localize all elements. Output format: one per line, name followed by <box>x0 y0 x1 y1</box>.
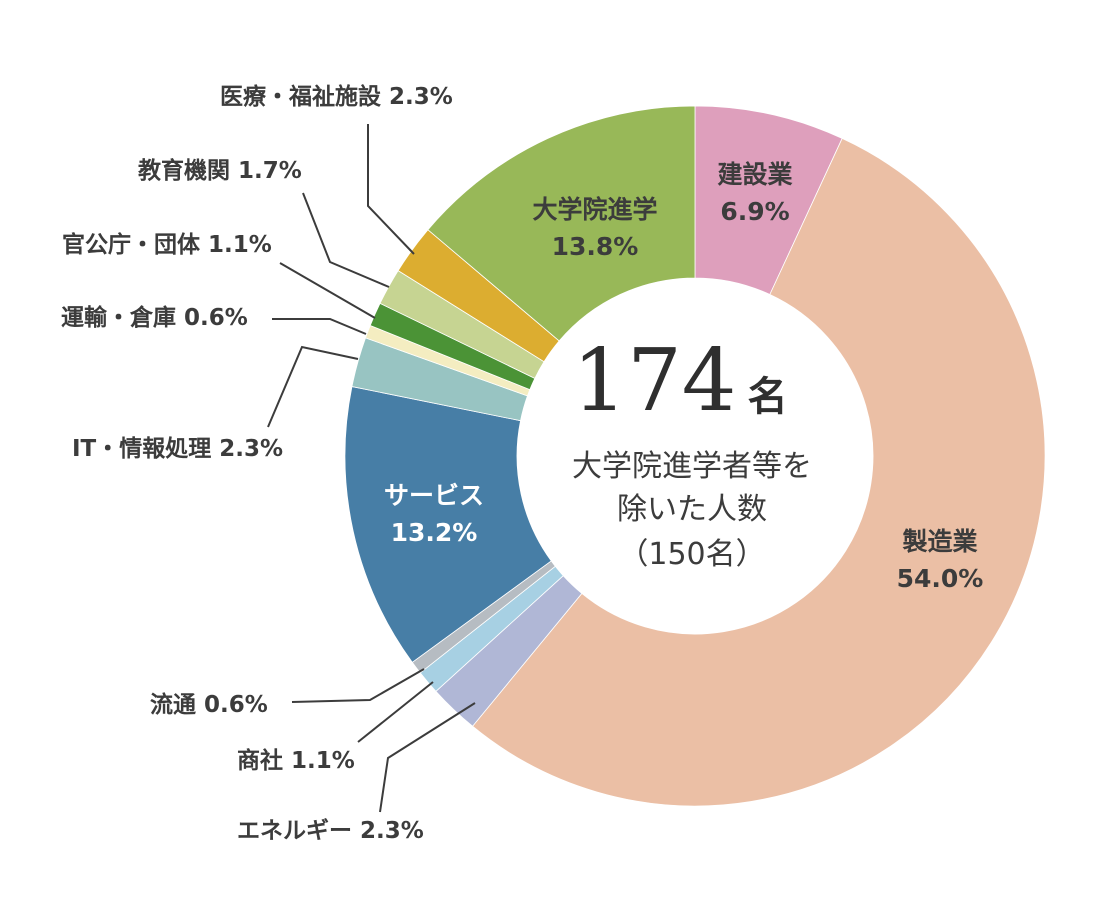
slice-label-10: 教育機関 1.7% <box>138 157 302 184</box>
leader-line-7 <box>267 345 359 428</box>
slice-label-7: IT・情報処理 2.3% <box>72 435 283 462</box>
center-caption-line1: 大学院進学者等を <box>572 449 812 484</box>
center-caption-line2: 除いた人数 <box>617 492 767 527</box>
slice-label-4: 商社 1.1% <box>237 747 355 774</box>
center-summary: 174 名 大学院進学者等を 除いた人数 （150名） <box>572 331 812 572</box>
slice-category: 大学院進学 <box>532 195 657 224</box>
leader-line-11 <box>367 124 415 255</box>
svg-text:174 名: 174 名 <box>572 331 787 431</box>
slice-label-2: 製造業 54.0% <box>897 527 984 593</box>
slice-label-9: 官公庁・団体 1.1% <box>62 231 272 258</box>
slice-value: 6.9% <box>720 197 789 226</box>
slice-category: 製造業 <box>901 527 977 556</box>
donut-slice-2 <box>472 137 1046 807</box>
donut-slice-12 <box>427 105 696 342</box>
slice-category: 建設業 <box>717 160 792 189</box>
leader-line-9 <box>279 262 376 319</box>
slice-label-12: 大学院進学 13.8% <box>532 195 657 261</box>
slice-value: 13.2% <box>391 518 478 547</box>
slice-label-1: 建設業 6.9% <box>717 160 792 226</box>
center-caption-line3: （150名） <box>618 537 765 572</box>
slice-label-5: 流通 0.6% <box>150 691 268 718</box>
donut-slices <box>344 105 1046 807</box>
slice-category: サービス <box>384 481 484 510</box>
slice-labels: 建設業 6.9% 製造業 54.0% エネルギー 2.3% 商社 1.1% 流通 0.6% サ… <box>61 83 983 844</box>
leader-lines <box>267 124 476 813</box>
leader-line-3 <box>379 702 476 813</box>
slice-label-6: サービス 13.2% <box>384 481 484 547</box>
leader-line-5 <box>291 668 425 703</box>
slice-label-8: 運輸・倉庫 0.6% <box>61 304 248 331</box>
slice-label-11: 医療・福祉施設 2.3% <box>220 83 453 110</box>
leader-line-10 <box>302 192 390 288</box>
leader-line-4 <box>357 681 434 743</box>
slice-value: 13.8% <box>552 232 639 261</box>
slice-label-3: エネルギー 2.3% <box>237 818 424 844</box>
slice-value: 54.0% <box>897 564 984 593</box>
leader-line-8 <box>272 318 367 335</box>
center-total-number: 174 <box>572 331 736 431</box>
donut-slice-6 <box>344 386 552 663</box>
center-total-unit: 名 <box>748 374 788 420</box>
